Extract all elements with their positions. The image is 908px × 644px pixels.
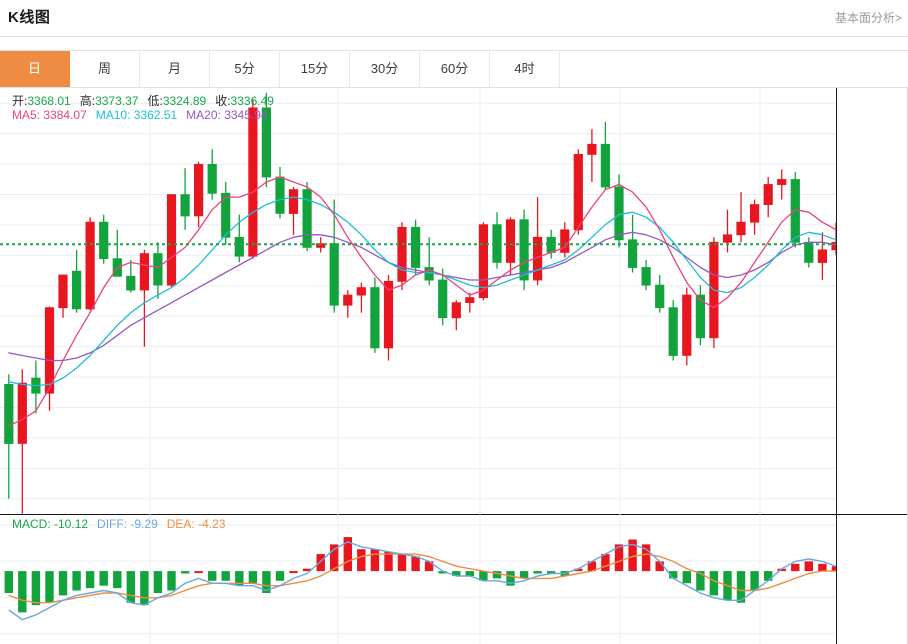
low-value: 3324.89 xyxy=(162,94,207,108)
dea-label: DEA: xyxy=(166,517,195,531)
price-axis: 3466.703442.493418.283394.073369.853345.… xyxy=(836,88,908,514)
timeframe-tabbar: 日周月 5分 15分 30分 60分 4时 xyxy=(0,50,908,88)
chart-area: 3466.703442.493418.283394.073369.853345.… xyxy=(0,88,908,644)
tab-7[interactable]: 4时 xyxy=(490,51,560,87)
macd-legend: MACD: -10.12 DIFF: -9.29 DEA: -4.23 xyxy=(12,517,225,531)
page-header: K线图 基本面分析> xyxy=(0,0,908,36)
macd-plot[interactable] xyxy=(0,514,836,644)
fundamental-analysis-link[interactable]: 基本面分析> xyxy=(834,11,902,25)
tab-1[interactable]: 周 xyxy=(70,51,140,87)
ma10-label: MA10: xyxy=(95,108,131,122)
header-divider xyxy=(0,36,908,37)
ma20-value: 3345.94 xyxy=(224,108,268,122)
ma5-value: 3384.07 xyxy=(43,108,87,122)
macd-axis: 19.014.11-10.80-25.70 xyxy=(836,514,908,644)
price-axis-line xyxy=(836,88,837,514)
close-key: 收: xyxy=(215,94,231,108)
macd-panel: 19.014.11-10.80-25.70 MACD: -10.12 DIFF: … xyxy=(0,514,908,644)
price-panel: 3466.703442.493418.283394.073369.853345.… xyxy=(0,88,908,514)
price-plot[interactable] xyxy=(0,88,836,514)
macd-axis-line xyxy=(836,514,837,644)
tab-5[interactable]: 30分 xyxy=(350,51,420,87)
tab-6[interactable]: 60分 xyxy=(420,51,490,87)
open-value: 3368.01 xyxy=(27,94,71,108)
close-value: 3336.49 xyxy=(230,94,274,108)
tab-3[interactable]: 5分 xyxy=(210,51,280,87)
low-key: 低: xyxy=(147,94,163,108)
high-value: 3373.37 xyxy=(95,94,139,108)
tab-4[interactable]: 15分 xyxy=(280,51,350,87)
high-key: 高: xyxy=(79,94,96,108)
page-title: K线图 xyxy=(8,9,51,26)
tabbar-filler xyxy=(560,51,908,87)
ohlc-legend: 开:3368.01 高:3373.37 低:3324.89 收:3336.49 xyxy=(12,92,274,109)
diff-value: -9.29 xyxy=(130,517,158,531)
ma10-value: 3362.51 xyxy=(133,108,178,122)
tab-0[interactable]: 日 xyxy=(0,51,70,87)
ma-legend: MA5: 3384.07 MA10: 3362.51 MA20: 3345.94 xyxy=(12,108,268,122)
tab-2[interactable]: 月 xyxy=(140,51,210,87)
macd-label: MACD: xyxy=(12,517,51,531)
open-key: 开: xyxy=(12,94,28,108)
ma20-label: MA20: xyxy=(186,108,221,122)
panel-separator xyxy=(0,514,908,515)
ma5-label: MA5: xyxy=(12,108,41,122)
macd-value: -10.12 xyxy=(54,517,89,531)
dea-value: -4.23 xyxy=(198,517,226,531)
diff-label: DIFF: xyxy=(97,517,128,531)
